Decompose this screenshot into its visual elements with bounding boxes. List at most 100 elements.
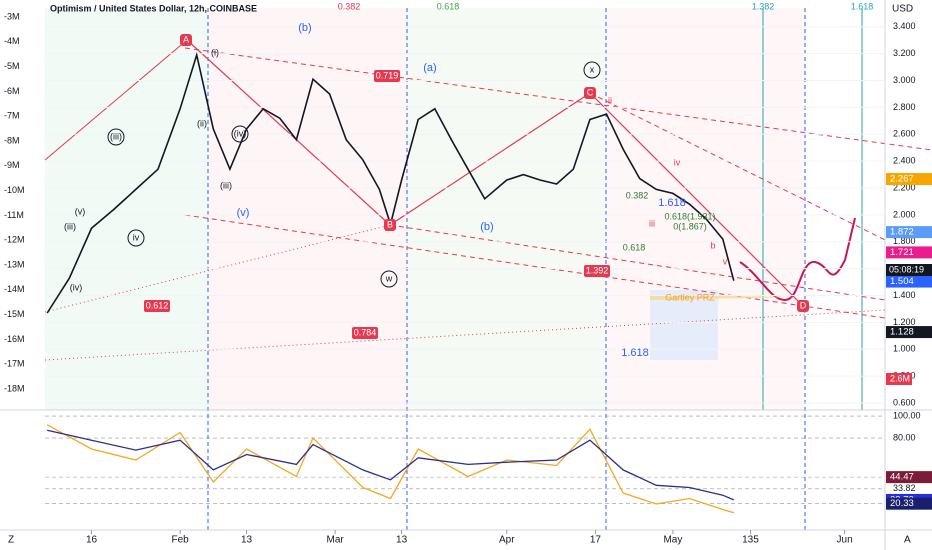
left-scale-label: -15M [4,309,25,319]
x-tick-label: 13 [241,535,253,546]
y-tick-label: 0.600 [893,397,916,407]
wave-badge-bg [180,34,192,46]
left-scale-label: -4M [4,36,20,46]
wave-circle [127,229,145,247]
y-tick-label: 100.00 [893,410,921,420]
fib-time-label: 1.382 [752,1,775,11]
series-line [46,51,735,314]
annotation: v [723,256,728,266]
zone-tint [45,8,208,410]
x-tick-label: 16 [86,535,98,546]
x-tick-label: 135 [742,535,759,546]
left-scale-label: -12M [4,235,25,245]
series-line [46,424,734,514]
annotation: 1.618 [658,197,686,209]
x-tick-label: Jun [837,535,853,546]
annotation: (iii) [64,221,76,231]
y-tick-label: 1.200 [893,317,916,327]
currency: USD [892,4,913,15]
price-badge-bg [886,226,932,239]
price-badge: 1.721 [890,247,914,258]
wave-circle [380,270,398,288]
countdown-bg [886,264,932,276]
value-badge-bg [886,471,932,484]
annotation: C [587,87,594,97]
annotation: ii [608,95,612,105]
harmonic-pattern [186,39,804,307]
zone-tint [208,8,407,410]
annotation: 0.382 [626,190,649,200]
left-scale-label: -14M [4,284,25,294]
wave-badge-bg [384,219,396,231]
wave-circle [583,61,601,79]
left-scale-label: -13M [4,259,25,269]
annotation: (iii) [220,180,232,190]
corner-icon: A [904,535,911,546]
wave-circle [231,125,249,143]
ratio-bg [374,70,400,82]
price-badge: 1.504 [890,276,914,287]
x-tick-label: Apr [499,535,515,546]
y-tick-label: 2.800 [893,102,916,112]
y-tick-label: 80.00 [893,432,916,442]
annotation: x [590,64,595,74]
annotation: (i) [211,47,219,57]
annotation: (b) [480,221,493,233]
y-tick-label: 2.000 [893,209,916,219]
projection-path [739,217,856,302]
y-tick-label: 33.82 [893,483,916,493]
left-scale-label: -7M [4,111,20,121]
annotation: (ii) [197,118,207,128]
fib-box [650,290,718,360]
x-tick-label: 17 [590,535,602,546]
left-scale-label: -5M [4,61,20,71]
x-tick-label: 13 [396,535,408,546]
x-tick-label: Mar [327,535,345,546]
annotation: iii [649,218,655,228]
y-tick-label: 2.200 [893,182,916,192]
countdown: 05:08:19 [889,264,924,274]
left-scale-label: -3M [4,11,20,21]
annotation: 0.618 [623,242,646,252]
annotation: 0.784 [354,327,377,337]
annotation: (b) [298,22,311,34]
fib-time-label: 0.618 [437,1,460,11]
value-badge: 44.47 [890,472,914,483]
y-tick-label: 3.400 [893,21,916,31]
value-badge: 20.33 [890,498,914,509]
price-badge-bg [886,246,932,259]
left-scale-label: -11M [4,210,24,220]
volume-badge-bg [886,373,912,385]
wave-circle [107,128,125,146]
annotation: (iv) [70,282,83,292]
annotation: (iv) [234,128,247,138]
left-scale-label: -6M [4,86,20,96]
wave-badge-bg [584,87,596,99]
price-badge-bg [886,275,932,288]
ratio-bg [584,265,610,277]
price-badge-bg [886,173,932,186]
dotted-lines [44,224,886,361]
fib-time-label: 1.618 [851,1,874,11]
y-tick-label: 3.000 [893,75,916,85]
value-badge-bg [886,497,932,510]
annotation: 0.618(1.931) [664,211,715,221]
annotation: 0.719 [376,70,399,80]
fib-time-label: 0.382 [338,1,361,11]
annotation: (a) [423,62,436,74]
y-tick-label: 1.800 [893,236,916,246]
wave-badge-bg [797,300,809,312]
ratio-bg [352,327,378,339]
y-tick-label: 2.400 [893,156,916,166]
y-tick-label: 1.000 [893,344,916,354]
annotation: 0.612 [146,300,169,310]
price-badge: 2.267 [890,174,914,185]
annotation: (v) [237,207,250,219]
annotation: Gartley PRZ [665,292,715,302]
y-tick-label: 3.200 [893,48,916,58]
channel-lines [184,47,932,319]
annotation: B [387,219,393,229]
annotation: D [800,300,807,310]
annotation: (iii) [110,131,122,141]
